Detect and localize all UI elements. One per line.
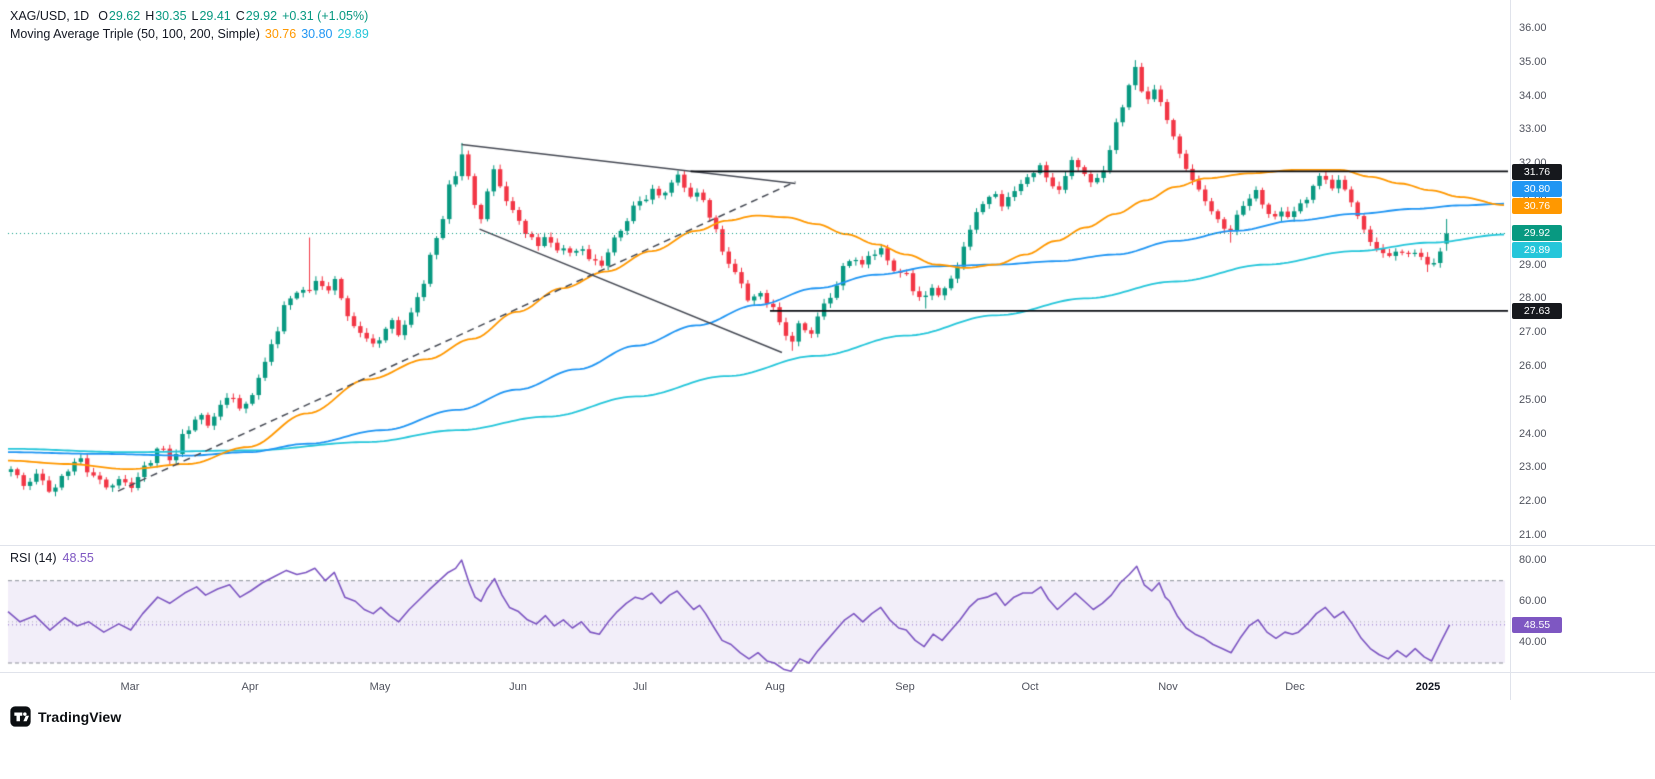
symbol-title[interactable]: XAG/USD, 1D (10, 9, 90, 23)
low-value: 29.41 (199, 9, 231, 23)
rsi-tick-label: 60.00 (1519, 595, 1547, 608)
price-tick-label: 29.00 (1519, 258, 1547, 271)
tradingview-logo-icon (10, 706, 31, 727)
price-tick-label: 36.00 (1519, 22, 1547, 34)
main-chart-legend: XAG/USD, 1D O 29.62 H 30.35 L 29.41 C 29… (10, 7, 369, 43)
price-badge: 29.92 (1512, 225, 1562, 241)
high-label: H (145, 9, 155, 23)
ma-legend-row: Moving Average Triple (50, 100, 200, Sim… (10, 25, 369, 43)
open-value: 29.62 (108, 9, 141, 23)
price-scale-border (1510, 0, 1511, 700)
rsi-indicator-title[interactable]: RSI (14) (10, 551, 57, 565)
high-pair: H 30.35 (145, 7, 186, 25)
price-tick-label: 33.00 (1519, 123, 1547, 136)
time-axis-label: Jul (633, 681, 648, 693)
open-label: O (98, 9, 108, 23)
close-pair: C 29.92 (236, 7, 277, 25)
price-tick-label: 34.00 (1519, 89, 1547, 102)
price-tick-label: 24.00 (1519, 427, 1547, 440)
time-axis-label: Aug (765, 681, 785, 693)
rsi-value-badge: 48.55 (1512, 616, 1562, 633)
rsi-tick-label: 80.00 (1519, 554, 1547, 567)
price-tick-label: 35.00 (1519, 55, 1547, 68)
bottom-toolbar: TradingView (0, 700, 1655, 779)
time-axis-label: Nov (1158, 681, 1178, 693)
price-badge: 30.76 (1512, 198, 1562, 214)
ma100-value: 30.80 (301, 27, 333, 41)
rsi-value: 48.55 (62, 551, 94, 565)
low-pair: L 29.41 (192, 7, 231, 25)
time-axis[interactable]: Mar Apr May Jun Jul Aug Sep Oct Nov Dec 2025 (0, 672, 1510, 700)
price-tick-label: 27.00 (1519, 326, 1547, 339)
price-tick-label: 28.00 (1519, 292, 1547, 305)
time-axis-border (0, 672, 1655, 673)
price-badge: 30.80 (1512, 181, 1562, 197)
price-tick-label: 21.00 (1519, 529, 1547, 541)
time-axis-label: May (369, 681, 391, 693)
time-axis-label: Mar (120, 681, 140, 693)
time-axis-label: Apr (241, 681, 259, 693)
symbol-ohlc-row: XAG/USD, 1D O 29.62 H 30.35 L 29.41 C 29… (10, 7, 369, 25)
time-axis-label: Jun (509, 681, 527, 693)
price-scale[interactable]: 36.0035.0034.0033.0032.0031.0030.0029.00… (1510, 0, 1655, 700)
change-value: +0.31 (+1.05%) (282, 9, 369, 23)
time-axis-label: Sep (895, 681, 915, 693)
low-label: L (191, 9, 199, 23)
ma200-value: 29.89 (337, 27, 369, 41)
rsi-tick-label: 40.00 (1519, 636, 1547, 649)
open-pair: O 29.62 (98, 7, 140, 25)
tradingview-logo[interactable]: TradingView (10, 706, 121, 727)
high-value: 30.35 (155, 9, 187, 23)
time-axis-label: Oct (1021, 681, 1039, 693)
pane-separator[interactable] (0, 545, 1655, 546)
ma-indicator-title[interactable]: Moving Average Triple (50, 100, 200, Sim… (10, 27, 260, 41)
price-badge: 31.76 (1512, 164, 1562, 180)
time-axis-label: 2025 (1415, 681, 1441, 693)
price-tick-label: 26.00 (1519, 360, 1547, 372)
rsi-legend: RSI (14) 48.55 (10, 549, 94, 567)
ma50-value: 30.76 (264, 27, 297, 41)
tradingview-wordmark: TradingView (38, 708, 122, 725)
price-tick-label: 23.00 (1519, 461, 1547, 474)
price-tick-label: 25.00 (1519, 393, 1547, 406)
close-value: 29.92 (245, 9, 278, 23)
close-label: C (235, 9, 245, 23)
price-badge: 27.63 (1512, 303, 1562, 319)
price-badge: 29.89 (1512, 242, 1562, 258)
price-tick-label: 22.00 (1519, 495, 1547, 508)
time-axis-label: Dec (1285, 681, 1305, 693)
